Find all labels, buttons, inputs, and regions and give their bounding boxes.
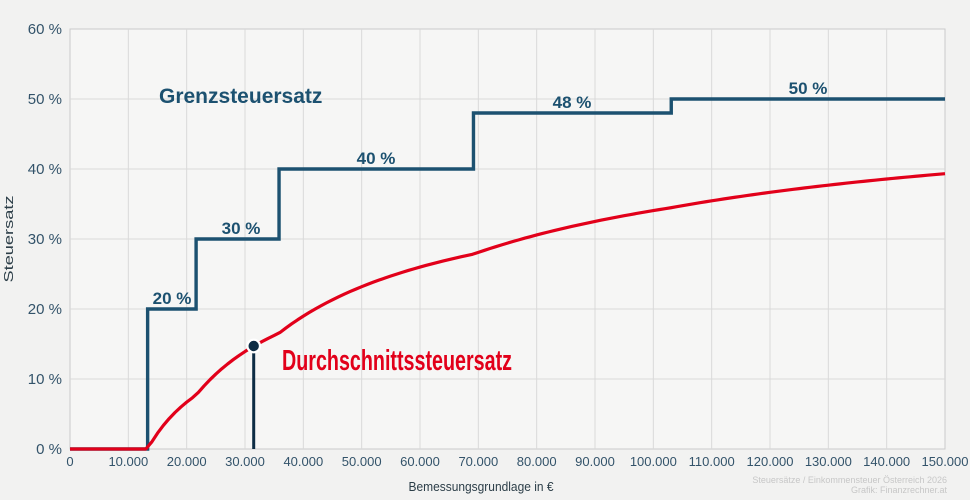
svg-text:0: 0: [66, 454, 73, 469]
svg-text:40 %: 40 %: [357, 149, 396, 168]
svg-text:80.000: 80.000: [517, 454, 557, 469]
svg-text:110.000: 110.000: [689, 454, 735, 469]
svg-text:20 %: 20 %: [153, 289, 192, 308]
svg-text:20.000: 20.000: [167, 454, 207, 469]
svg-text:48 %: 48 %: [553, 93, 592, 112]
svg-text:50 %: 50 %: [789, 79, 828, 98]
svg-text:130.000: 130.000: [805, 454, 852, 469]
svg-text:30.000: 30.000: [225, 454, 265, 469]
svg-text:Durchschnittssteuersatz: Durchschnittssteuersatz: [282, 345, 512, 377]
svg-text:120.000: 120.000: [747, 454, 794, 469]
svg-text:50.000: 50.000: [342, 454, 382, 469]
svg-text:100.000: 100.000: [630, 454, 677, 469]
svg-text:20 %: 20 %: [28, 301, 62, 318]
svg-text:70.000: 70.000: [458, 454, 498, 469]
svg-text:140.000: 140.000: [863, 454, 910, 469]
svg-text:10 %: 10 %: [28, 371, 62, 388]
svg-text:150.000: 150.000: [922, 454, 969, 469]
svg-text:Steuersätze / Einkommensteuer: Steuersätze / Einkommensteuer Österreich…: [752, 475, 947, 485]
svg-text:Grafik: Finanzrechner.at: Grafik: Finanzrechner.at: [851, 485, 948, 495]
svg-text:90.000: 90.000: [575, 454, 615, 469]
svg-text:40.000: 40.000: [283, 454, 323, 469]
svg-text:50 %: 50 %: [28, 91, 62, 108]
svg-text:Bemessungsgrundlage in €: Bemessungsgrundlage in €: [409, 479, 555, 494]
svg-text:Grenzsteuersatz: Grenzsteuersatz: [159, 85, 322, 108]
svg-text:60 %: 60 %: [28, 21, 62, 38]
svg-text:60.000: 60.000: [400, 454, 440, 469]
svg-text:0 %: 0 %: [36, 441, 62, 458]
svg-text:30 %: 30 %: [28, 231, 62, 248]
svg-text:30 %: 30 %: [222, 219, 261, 238]
svg-text:Steuersatz: Steuersatz: [1, 196, 16, 283]
svg-text:40 %: 40 %: [28, 161, 62, 178]
svg-text:10.000: 10.000: [108, 454, 148, 469]
